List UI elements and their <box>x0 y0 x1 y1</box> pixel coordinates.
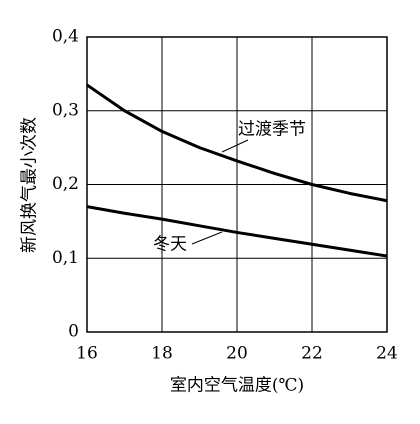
y-tick-label: 0,3 <box>52 100 79 120</box>
leader-line <box>221 139 249 153</box>
y-tick-label: 0,1 <box>52 248 79 268</box>
x-tick-label: 18 <box>151 344 173 364</box>
leader-line <box>191 231 223 245</box>
series-line <box>86 83 388 203</box>
x-tick-label: 20 <box>226 344 248 364</box>
x-tick-label: 16 <box>76 344 98 364</box>
plot-frame <box>86 36 388 333</box>
x-tick-label: 24 <box>376 344 398 364</box>
x-axis-label: 室内空气温度(℃) <box>170 376 304 396</box>
y-axis-label: 新风换气最小次数 <box>20 117 40 253</box>
y-tick-label: 0,4 <box>52 27 79 47</box>
series-line <box>86 205 388 258</box>
series-label: 过渡季节 <box>238 120 306 140</box>
y-tick-label: 0,2 <box>52 174 79 194</box>
y-tick-label: 0 <box>68 322 79 342</box>
x-tick-label: 22 <box>301 344 323 364</box>
series-label: 冬天 <box>153 235 187 255</box>
